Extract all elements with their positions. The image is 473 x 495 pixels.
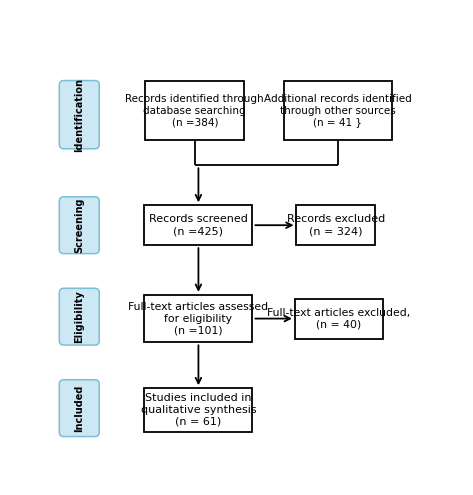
Bar: [144, 205, 253, 245]
Text: Full-text articles assessed
for eligibility
(n =101): Full-text articles assessed for eligibil…: [128, 302, 269, 335]
Bar: [284, 81, 392, 141]
Text: Records screened
(n =425): Records screened (n =425): [149, 214, 248, 236]
Bar: [144, 388, 253, 432]
FancyBboxPatch shape: [59, 81, 99, 149]
Text: Identification: Identification: [74, 78, 84, 151]
Bar: [144, 295, 253, 343]
Text: Eligibility: Eligibility: [74, 290, 84, 343]
Bar: [297, 205, 375, 245]
Text: Included: Included: [74, 385, 84, 432]
Text: Records excluded
(n = 324): Records excluded (n = 324): [287, 214, 385, 236]
Text: Full-text articles excluded,
(n = 40): Full-text articles excluded, (n = 40): [267, 308, 411, 329]
FancyBboxPatch shape: [59, 380, 99, 437]
Text: Records identified through
database searching
(n =384): Records identified through database sear…: [125, 94, 264, 127]
Text: Screening: Screening: [74, 198, 84, 253]
Bar: [295, 298, 383, 339]
Text: Studies included in
qualitative synthesis
(n = 61): Studies included in qualitative synthesi…: [140, 394, 256, 427]
FancyBboxPatch shape: [59, 197, 99, 253]
Bar: [145, 81, 244, 141]
FancyBboxPatch shape: [59, 288, 99, 345]
Text: Additional records identified
through other sources
(n = 41 }: Additional records identified through ot…: [264, 94, 412, 127]
